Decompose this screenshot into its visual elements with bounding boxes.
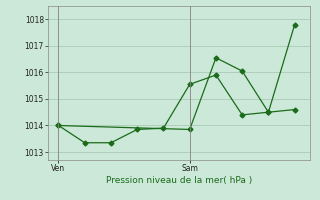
X-axis label: Pression niveau de la mer( hPa ): Pression niveau de la mer( hPa ) <box>106 176 252 185</box>
